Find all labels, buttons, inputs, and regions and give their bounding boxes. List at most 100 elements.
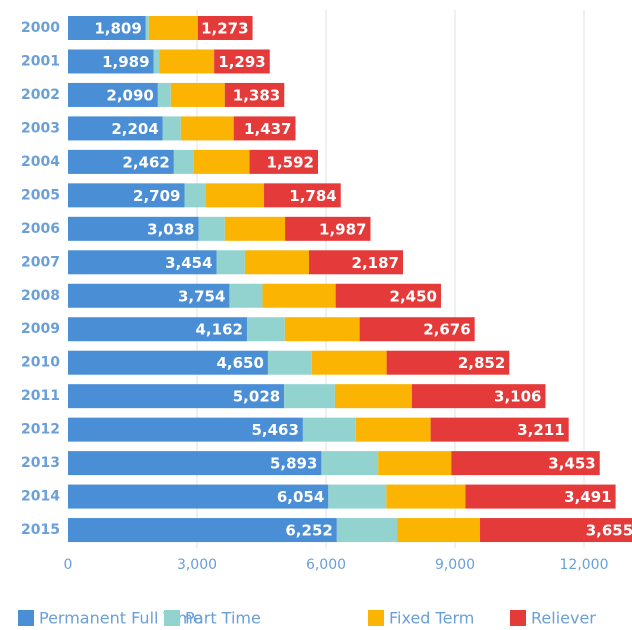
value-label: 4,162: [196, 321, 243, 339]
y-tick-label: 2004: [21, 154, 60, 170]
bar-segment: [308, 250, 404, 275]
value-label: 3,655: [586, 522, 632, 540]
x-tick-label: 6,000: [306, 557, 346, 573]
x-tick-label: 0: [64, 557, 73, 573]
value-label: 3,754: [178, 287, 225, 305]
bar-segment: [321, 451, 379, 476]
y-tick-label: 2006: [21, 221, 60, 237]
value-label: 2,450: [390, 287, 437, 305]
y-tick-label: 2015: [21, 522, 60, 538]
y-tick-label: 2013: [21, 455, 60, 471]
legend-swatch: [164, 610, 180, 626]
y-tick-label: 2009: [21, 321, 60, 337]
bar-segment: [170, 82, 225, 107]
bar-segment: [68, 149, 174, 174]
bar-segment: [68, 417, 303, 442]
value-label: 6,252: [285, 522, 332, 540]
value-label: 3,211: [517, 421, 564, 439]
y-tick-label: 2002: [21, 87, 60, 103]
value-label: 5,028: [233, 388, 280, 406]
bar-segment: [68, 49, 154, 74]
bar-segment: [148, 16, 198, 40]
value-label: 2,090: [106, 86, 153, 104]
value-label: 2,187: [352, 254, 399, 272]
bar-segment: [386, 350, 510, 375]
bar-segment: [284, 384, 335, 409]
y-tick-label: 2010: [21, 355, 60, 371]
value-label: 3,453: [548, 455, 595, 473]
value-label: 1,989: [102, 53, 149, 71]
bar-segment: [302, 417, 356, 442]
value-label: 3,106: [494, 388, 541, 406]
bar-segment: [157, 82, 171, 107]
bar-segment: [311, 350, 387, 375]
y-tick-label: 2007: [21, 254, 60, 270]
bar-segment: [68, 384, 285, 409]
bar-segment: [145, 16, 149, 40]
value-label: 1,592: [267, 153, 314, 171]
bar-segment: [334, 384, 412, 409]
bar-segment: [224, 216, 286, 241]
bar-segment: [68, 484, 329, 509]
bar-segment: [267, 350, 312, 375]
value-label: 2,462: [122, 153, 169, 171]
bar-segment: [465, 484, 616, 509]
value-label: 1,809: [94, 20, 141, 38]
y-tick-label: 2014: [21, 489, 60, 505]
y-tick-label: 2008: [21, 288, 60, 304]
y-tick-label: 2001: [21, 53, 60, 69]
value-label: 2,709: [133, 187, 180, 205]
bar-segment: [173, 149, 194, 174]
bar-segment: [68, 116, 163, 141]
bar-segment: [430, 417, 569, 442]
bar-segment: [244, 250, 309, 275]
y-tick-label: 2005: [21, 187, 60, 203]
bar-segment: [216, 250, 245, 275]
y-tick-label: 2012: [21, 422, 60, 438]
bar-segment: [68, 317, 247, 342]
bar-segment: [262, 283, 336, 308]
bar-segment: [285, 216, 371, 241]
bar-segment: [411, 384, 546, 409]
y-tick-label: 2011: [21, 388, 60, 404]
bar-segment: [180, 116, 234, 141]
value-label: 1,987: [319, 220, 366, 238]
legend-label: Part Time: [185, 609, 261, 628]
bar-segment: [386, 484, 466, 509]
value-label: 1,293: [218, 53, 265, 71]
bar-segment: [246, 317, 285, 342]
bar-segment: [451, 451, 600, 476]
bar-segment: [68, 451, 322, 476]
value-label: 6,054: [277, 488, 324, 506]
bar-segment: [159, 49, 215, 74]
bar-segment: [328, 484, 387, 509]
bar-segment: [68, 82, 158, 107]
bar-segment: [68, 250, 217, 275]
y-tick-label: 2003: [21, 120, 60, 136]
bar-segment: [68, 283, 230, 308]
bar-segment: [68, 518, 337, 543]
value-label: 3,491: [564, 488, 611, 506]
bar-segment: [229, 283, 263, 308]
bar-segment: [68, 350, 268, 375]
legend-label: Permanent Full Time: [39, 609, 203, 628]
bar-segment: [336, 518, 398, 543]
bar-segment: [162, 116, 181, 141]
bar-segment: [264, 183, 341, 208]
bar-segment: [378, 451, 452, 476]
value-label: 4,650: [216, 354, 263, 372]
x-tick-label: 9,000: [435, 557, 475, 573]
y-tick-label: 2000: [21, 20, 60, 36]
bar-segment: [68, 216, 199, 241]
bar-segment: [233, 116, 296, 141]
value-label: 1,383: [233, 86, 280, 104]
legend-swatch: [368, 610, 384, 626]
bar-segment: [198, 216, 225, 241]
x-tick-label: 3,000: [177, 557, 217, 573]
bar-segment: [193, 149, 250, 174]
bar-segment: [359, 317, 475, 342]
value-label: 2,852: [458, 354, 505, 372]
bar-segment: [197, 16, 253, 40]
value-label: 5,463: [251, 421, 298, 439]
value-label: 1,784: [289, 187, 336, 205]
